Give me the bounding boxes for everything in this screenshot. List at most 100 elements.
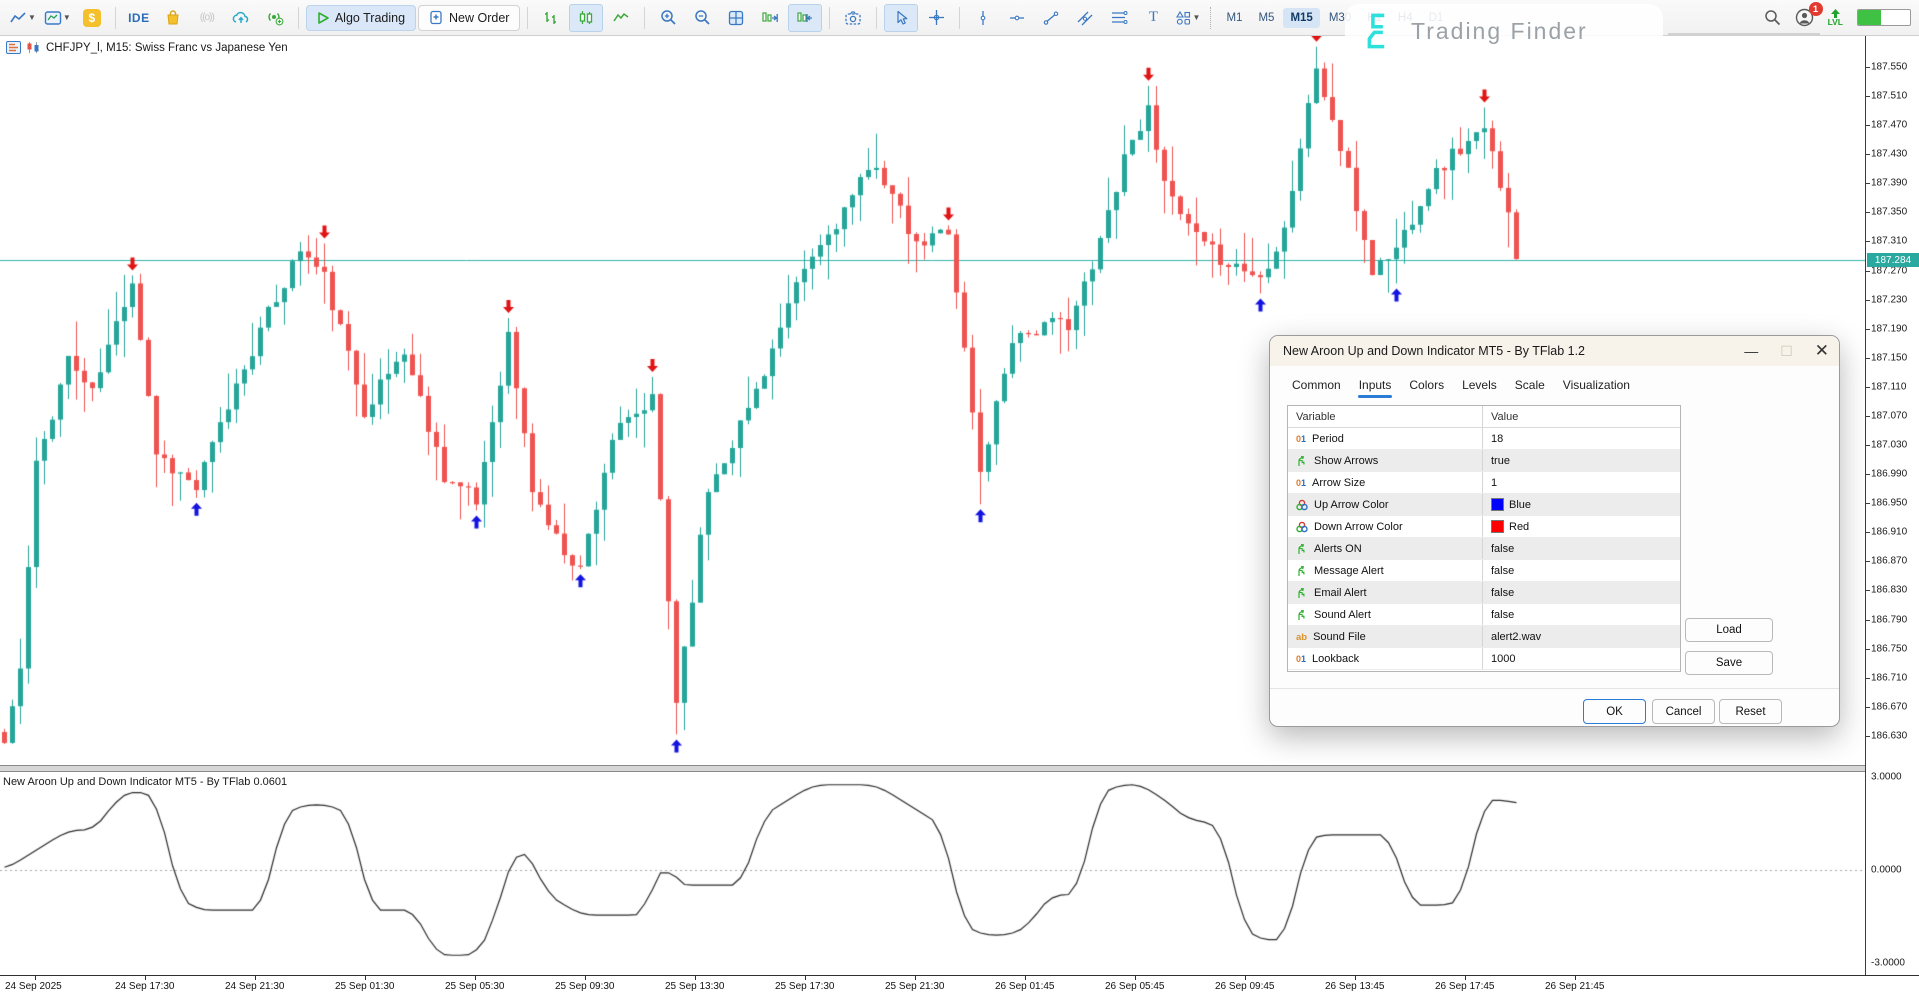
metaeditor-button[interactable]: IDE [123,5,155,31]
new-order-button[interactable]: New Order [418,4,521,31]
price-axis[interactable]: 187.550 187.510 187.470 187.430 187.390 187.3… [1865,36,1919,975]
tab-common[interactable]: Common [1292,378,1341,392]
param-row-period[interactable]: 01 Period 18 [1288,428,1680,450]
param-row-down-arrow-color[interactable]: Down Arrow Color Red [1288,516,1680,538]
time-axis[interactable]: 24 Sep 2025 24 Sep 17:30 24 Sep 21:30 25 Se… [0,975,1919,996]
param-row-alerts-on[interactable]: Alerts ON false [1288,538,1680,560]
aroon-oscillator-canvas[interactable] [0,772,1865,975]
param-value[interactable]: alert2.wav [1491,630,1542,643]
timeframe-m1[interactable]: M1 [1226,11,1243,24]
panel-separator[interactable] [0,765,1865,772]
close-icon[interactable]: ✕ [1814,341,1829,360]
time-axis-label: 25 Sep 21:30 [885,981,945,992]
broadcast-icon [265,9,284,26]
shapes-tool[interactable]: ▼ [1171,5,1203,31]
horizontal-line-tool[interactable] [1001,5,1033,31]
market-button[interactable] [157,5,189,31]
toolbar-separator [829,6,831,29]
indicator-settings-dialog: New Aroon Up and Down Indicator MT5 - By… [1269,335,1840,727]
channel-tool[interactable] [1069,5,1101,31]
cursor-tool-button[interactable] [884,3,919,32]
param-value[interactable]: 18 [1491,432,1504,445]
param-value[interactable]: Blue [1509,498,1532,511]
search-icon[interactable] [1764,9,1781,26]
price-axis-label: 187.270 [1871,265,1908,277]
zoom-in-button[interactable] [652,5,684,31]
load-button[interactable]: Load [1685,618,1773,642]
param-row-up-arrow-color[interactable]: Up Arrow Color Blue [1288,494,1680,516]
deposit-button[interactable]: $ [76,5,108,31]
cloud-button[interactable] [225,5,257,31]
param-row-message-alert[interactable]: Message Alert false [1288,560,1680,582]
value-header: Value [1491,410,1519,423]
param-row-lookback[interactable]: 01 Lookback 1000 [1288,648,1680,670]
param-value[interactable]: 1 [1491,476,1498,489]
camera-icon [844,10,862,26]
price-axis-tick [1866,96,1870,98]
crosshair-tool-button[interactable] [920,5,952,31]
price-axis-label: 187.070 [1871,410,1908,422]
tab-inputs[interactable]: Inputs [1352,375,1399,398]
tab-levels[interactable]: Levels [1462,378,1497,392]
param-value[interactable]: false [1491,542,1515,555]
auto-scroll-icon [796,10,814,26]
param-value[interactable]: false [1491,608,1515,621]
shopping-bag-icon [165,9,181,26]
cancel-button[interactable]: Cancel [1652,699,1715,724]
timeframe-m5[interactable]: M5 [1258,11,1275,24]
tab-colors[interactable]: Colors [1409,378,1445,392]
screenshot-button[interactable] [837,5,869,31]
line-chart-type-button[interactable] [605,5,637,31]
tab-visualization[interactable]: Visualization [1562,378,1630,392]
price-axis-label: 186.750 [1871,643,1908,655]
boolean-param-icon [1296,564,1308,577]
chart-profiles-button[interactable]: ▼ [41,5,74,31]
level-indicator[interactable]: LVL [1828,8,1843,27]
param-value[interactable]: true [1491,454,1510,467]
timeframe-m15[interactable]: M15 [1283,7,1320,28]
ok-button[interactable]: OK [1583,699,1646,724]
param-row-sound-alert[interactable]: Sound Alert false [1288,604,1680,626]
param-row-email-alert[interactable]: Email Alert false [1288,582,1680,604]
text-tool[interactable]: T [1137,5,1169,31]
param-row-arrow-size[interactable]: 01 Arrow Size 1 [1288,472,1680,494]
time-axis-label: 25 Sep 01:30 [335,981,395,992]
user-account-button[interactable]: 1 [1795,2,1823,27]
algo-trading-button[interactable]: Algo Trading [305,4,417,31]
price-axis-label: 187.190 [1871,323,1908,335]
price-axis-label: 187.390 [1871,177,1908,189]
zoom-out-button[interactable] [686,5,718,31]
maximize-icon[interactable]: ☐ [1780,342,1793,359]
candle-chart-type-button[interactable] [569,3,604,32]
dialog-titlebar[interactable]: New Aroon Up and Down Indicator MT5 - By… [1270,336,1839,366]
new-chart-button[interactable]: ▼ [6,5,39,31]
fibonacci-tool[interactable] [1103,5,1135,31]
depth-of-market-icon[interactable] [6,41,21,54]
time-axis-tick [475,976,476,980]
param-row-show-arrows[interactable]: Show Arrows true [1288,450,1680,472]
trendline-tool[interactable] [1035,5,1067,31]
param-value[interactable]: false [1491,586,1515,599]
broadcast-button[interactable] [259,5,291,31]
symbol-chart-icon[interactable] [26,41,41,54]
price-axis-tick [1866,386,1870,388]
param-row-sound-file[interactable]: ab Sound File alert2.wav [1288,626,1680,648]
tile-windows-button[interactable] [720,5,752,31]
toolbar-right-cluster: 1 LVL [1764,2,1913,27]
bar-chart-type-button[interactable] [535,5,567,31]
param-value[interactable]: 1000 [1491,652,1516,665]
shift-end-button[interactable] [754,5,786,31]
tab-scale[interactable]: Scale [1514,378,1545,392]
param-value[interactable]: false [1491,564,1515,577]
auto-scroll-button[interactable] [788,3,823,32]
save-button[interactable]: Save [1685,651,1773,675]
signals-button[interactable]: ((o)) [191,5,223,31]
candles-icon [578,10,594,26]
price-axis-label: 187.110 [1871,381,1907,393]
minimize-icon[interactable]: — [1744,343,1759,359]
price-axis-tick [1866,735,1870,737]
reset-button[interactable]: Reset [1719,699,1782,724]
param-value[interactable]: Red [1509,520,1530,533]
vertical-line-tool[interactable] [967,5,999,31]
